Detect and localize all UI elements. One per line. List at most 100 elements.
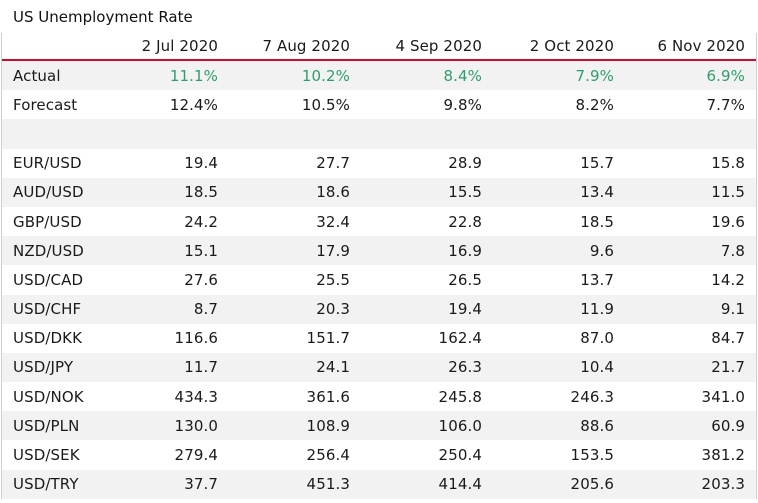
actual-value: 11.1%	[169, 66, 218, 85]
value-cell: 19.4	[448, 300, 482, 319]
pair-rows: EUR/USD 19.4 27.7 28.9 15.7 15.8 AUD/USD 18.5 18…	[2, 149, 756, 499]
row-label: USD/CHF	[13, 300, 82, 319]
table-row: USD/SEK 279.4 256.4 250.4 153.5 381.2	[2, 440, 756, 469]
value-cell: 37.7	[184, 475, 218, 494]
table-row: NZD/USD 15.1 17.9 16.9 9.6 7.8	[2, 236, 756, 266]
value-cell: 13.4	[580, 183, 614, 202]
value-cell: 19.4	[184, 154, 218, 173]
value-cell: 116.6	[174, 329, 218, 348]
table-row: GBP/USD 24.2 32.4 22.8 18.5 19.6	[2, 207, 756, 236]
value-cell: 414.4	[438, 475, 482, 494]
actual-value: 7.9%	[575, 66, 614, 85]
actual-value: 6.9%	[706, 66, 745, 85]
row-label: USD/NOK	[13, 387, 84, 406]
value-cell: 28.9	[448, 154, 482, 173]
page-title: US Unemployment Rate	[13, 8, 193, 26]
actual-value: 8.4%	[443, 66, 482, 85]
value-cell: 9.6	[589, 241, 614, 260]
value-cell: 250.4	[438, 446, 482, 465]
header-cell: 6 Nov 2020	[657, 37, 745, 55]
value-cell: 256.4	[306, 446, 350, 465]
value-cell: 11.5	[711, 183, 745, 202]
value-cell: 381.2	[701, 446, 745, 465]
value-cell: 11.9	[580, 300, 614, 319]
table-row: USD/DKK 116.6 151.7 162.4 87.0 84.7	[2, 324, 756, 353]
value-cell: 205.6	[570, 475, 614, 494]
value-cell: 22.8	[448, 212, 482, 231]
unemployment-table: 2 Jul 2020 7 Aug 2020 4 Sep 2020 2 Oct 2…	[1, 33, 757, 499]
value-cell: 87.0	[580, 329, 614, 348]
row-label: NZD/USD	[13, 241, 84, 260]
value-cell: 15.7	[580, 154, 614, 173]
row-label: Forecast	[13, 95, 78, 114]
row-label: GBP/USD	[13, 212, 82, 231]
value-cell: 15.8	[711, 154, 745, 173]
value-cell: 18.5	[184, 183, 218, 202]
table-row: USD/JPY 11.7 24.1 26.3 10.4 21.7	[2, 352, 756, 383]
value-cell: 11.7	[184, 358, 218, 377]
value-cell: 24.2	[184, 212, 218, 231]
value-cell: 27.6	[184, 270, 218, 289]
value-cell: 203.3	[701, 475, 745, 494]
value-cell: 21.7	[711, 358, 745, 377]
value-cell: 19.6	[711, 212, 745, 231]
spacer-row	[2, 119, 756, 149]
value-cell: 10.4	[580, 358, 614, 377]
value-cell: 162.4	[438, 329, 482, 348]
actual-row: Actual 11.1% 10.2% 8.4% 7.9% 6.9%	[2, 61, 756, 91]
header-cell: 4 Sep 2020	[395, 37, 482, 55]
actual-value: 10.2%	[301, 66, 350, 85]
value-cell: 15.5	[448, 183, 482, 202]
value-cell: 246.3	[570, 387, 614, 406]
value-cell: 108.9	[306, 416, 350, 435]
table-row: USD/NOK 434.3 361.6 245.8 246.3 341.0	[2, 382, 756, 411]
value-cell: 15.1	[184, 241, 218, 260]
value-cell: 279.4	[174, 446, 218, 465]
forecast-value: 8.2%	[575, 95, 614, 114]
header-cell: 7 Aug 2020	[262, 37, 350, 55]
table-row: EUR/USD 19.4 27.7 28.9 15.7 15.8	[2, 149, 756, 178]
value-cell: 25.5	[316, 270, 350, 289]
value-cell: 106.0	[438, 416, 482, 435]
value-cell: 32.4	[316, 212, 350, 231]
table-row: USD/CHF 8.7 20.3 19.4 11.9 9.1	[2, 294, 756, 324]
value-cell: 60.9	[711, 416, 745, 435]
value-cell: 245.8	[438, 387, 482, 406]
value-cell: 151.7	[306, 329, 350, 348]
value-cell: 20.3	[316, 300, 350, 319]
value-cell: 130.0	[174, 416, 218, 435]
value-cell: 88.6	[580, 416, 614, 435]
value-cell: 16.9	[448, 241, 482, 260]
value-cell: 84.7	[711, 329, 745, 348]
value-cell: 24.1	[316, 358, 350, 377]
row-label: USD/CAD	[13, 270, 84, 289]
forecast-value: 7.7%	[706, 95, 745, 114]
forecast-value: 12.4%	[169, 95, 218, 114]
row-label: USD/SEK	[13, 446, 80, 465]
table-header-row: 2 Jul 2020 7 Aug 2020 4 Sep 2020 2 Oct 2…	[2, 33, 756, 61]
forecast-value: 9.8%	[443, 95, 482, 114]
value-cell: 9.1	[720, 300, 745, 319]
value-cell: 13.7	[580, 270, 614, 289]
table-row: USD/CAD 27.6 25.5 26.5 13.7 14.2	[2, 265, 756, 294]
value-cell: 153.5	[570, 446, 614, 465]
value-cell: 361.6	[306, 387, 350, 406]
value-cell: 18.6	[316, 183, 350, 202]
value-cell: 14.2	[711, 270, 745, 289]
value-cell: 8.7	[193, 300, 218, 319]
row-label: USD/PLN	[13, 416, 80, 435]
table-row: USD/PLN 130.0 108.9 106.0 88.6 60.9	[2, 411, 756, 441]
row-label: Actual	[13, 66, 61, 85]
table-row: USD/TRY 37.7 451.3 414.4 205.6 203.3	[2, 469, 756, 499]
value-cell: 18.5	[580, 212, 614, 231]
table-row: AUD/USD 18.5 18.6 15.5 13.4 11.5	[2, 177, 756, 207]
value-cell: 341.0	[701, 387, 745, 406]
value-cell: 26.3	[448, 358, 482, 377]
value-cell: 7.8	[720, 241, 745, 260]
row-label: EUR/USD	[13, 154, 82, 173]
forecast-value: 10.5%	[301, 95, 350, 114]
value-cell: 26.5	[448, 270, 482, 289]
forecast-row: Forecast 12.4% 10.5% 9.8% 8.2% 7.7%	[2, 90, 756, 119]
header-cell: 2 Jul 2020	[141, 37, 218, 55]
row-label: AUD/USD	[13, 183, 84, 202]
